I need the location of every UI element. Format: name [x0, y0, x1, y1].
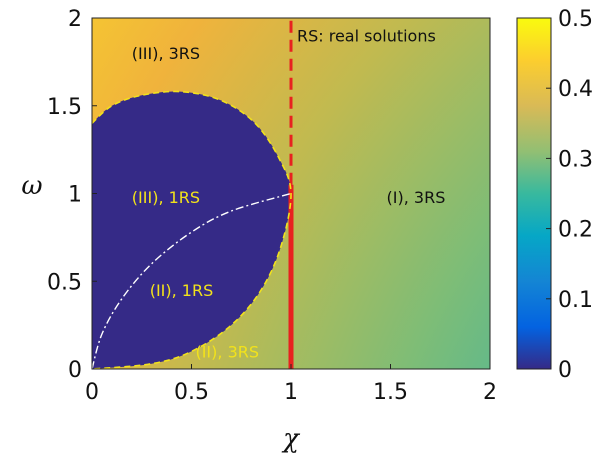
y-tick-label: 0.5 [47, 270, 82, 295]
y-axis-label: ω [21, 171, 42, 201]
boundary-yellow-dashed [92, 90, 292, 369]
y-tick-label: 0 [68, 358, 82, 383]
region-fill-1rs [92, 91, 292, 369]
x-tick-label: 2 [483, 380, 497, 405]
annotation-label: (II), 1RS [150, 281, 214, 300]
y-tick-label: 1.5 [47, 95, 82, 120]
colorbar-tick-label: 0 [558, 358, 572, 383]
x-axis-label: χ [281, 424, 301, 454]
colorbar [516, 17, 552, 370]
annotation-label: (III), 3RS [132, 44, 200, 63]
x-tick-label: 0.5 [174, 380, 209, 405]
colorbar-tick-label: 0.5 [558, 7, 593, 32]
annotation-label: (III), 1RS [132, 188, 200, 207]
boundary-white-dashdot [92, 192, 292, 369]
x-tick-label: 1.5 [373, 380, 408, 405]
annotation-label: (II), 3RS [195, 342, 259, 361]
colorbar-tick-label: 0.2 [558, 218, 593, 243]
y-tick-label: 2 [68, 7, 82, 32]
annotation-label: (I), 3RS [387, 188, 446, 207]
colorbar-tick-label: 0.3 [558, 147, 593, 172]
colorbar-tick-label: 0.4 [558, 77, 593, 102]
x-tick-label: 0 [85, 380, 99, 405]
x-tick-label: 1 [284, 380, 298, 405]
annotation-label: RS: real solutions [297, 27, 436, 46]
colorbar-tick-label: 0.1 [558, 288, 593, 313]
y-tick-label: 1 [68, 183, 82, 208]
